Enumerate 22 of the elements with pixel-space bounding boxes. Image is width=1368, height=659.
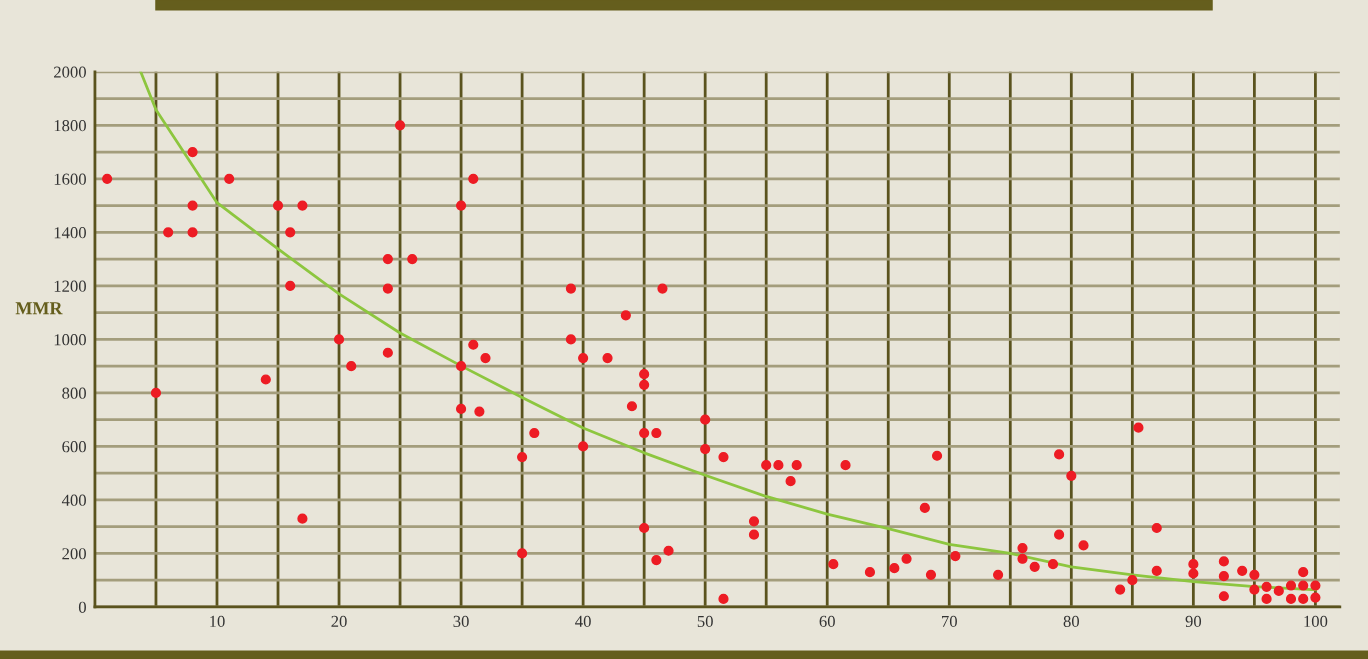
x-tick-label: 40 — [575, 615, 591, 627]
x-tick-label: 10 — [210, 615, 225, 627]
y-tick-label: 400 — [61, 494, 86, 506]
x-tick-label: 30 — [453, 615, 469, 627]
y-tick-label: 1000 — [54, 334, 86, 346]
y-tick-label: 800 — [62, 387, 86, 399]
x-tick-label: 80 — [1063, 615, 1080, 627]
y-tick-label: 1200 — [54, 280, 86, 292]
x-tick-label: 60 — [819, 615, 835, 627]
x-tick-label: 100 — [1304, 615, 1328, 627]
y-tick-label: 200 — [62, 548, 86, 560]
x-tick-label: 20 — [331, 615, 347, 627]
x-tick-label: 50 — [697, 615, 713, 627]
y-tick-label: 1600 — [54, 173, 86, 185]
y-tick-label: 1400 — [54, 227, 86, 239]
y-axis-title: MMR — [15, 302, 63, 315]
y-tick-label: 2000 — [54, 66, 86, 78]
x-tick-label: 70 — [942, 615, 957, 627]
x-tick-label: 90 — [1185, 615, 1202, 627]
y-tick-label: 0 — [78, 601, 86, 613]
y-tick-label: 1800 — [54, 120, 86, 132]
y-tick-label: 600 — [62, 441, 86, 453]
